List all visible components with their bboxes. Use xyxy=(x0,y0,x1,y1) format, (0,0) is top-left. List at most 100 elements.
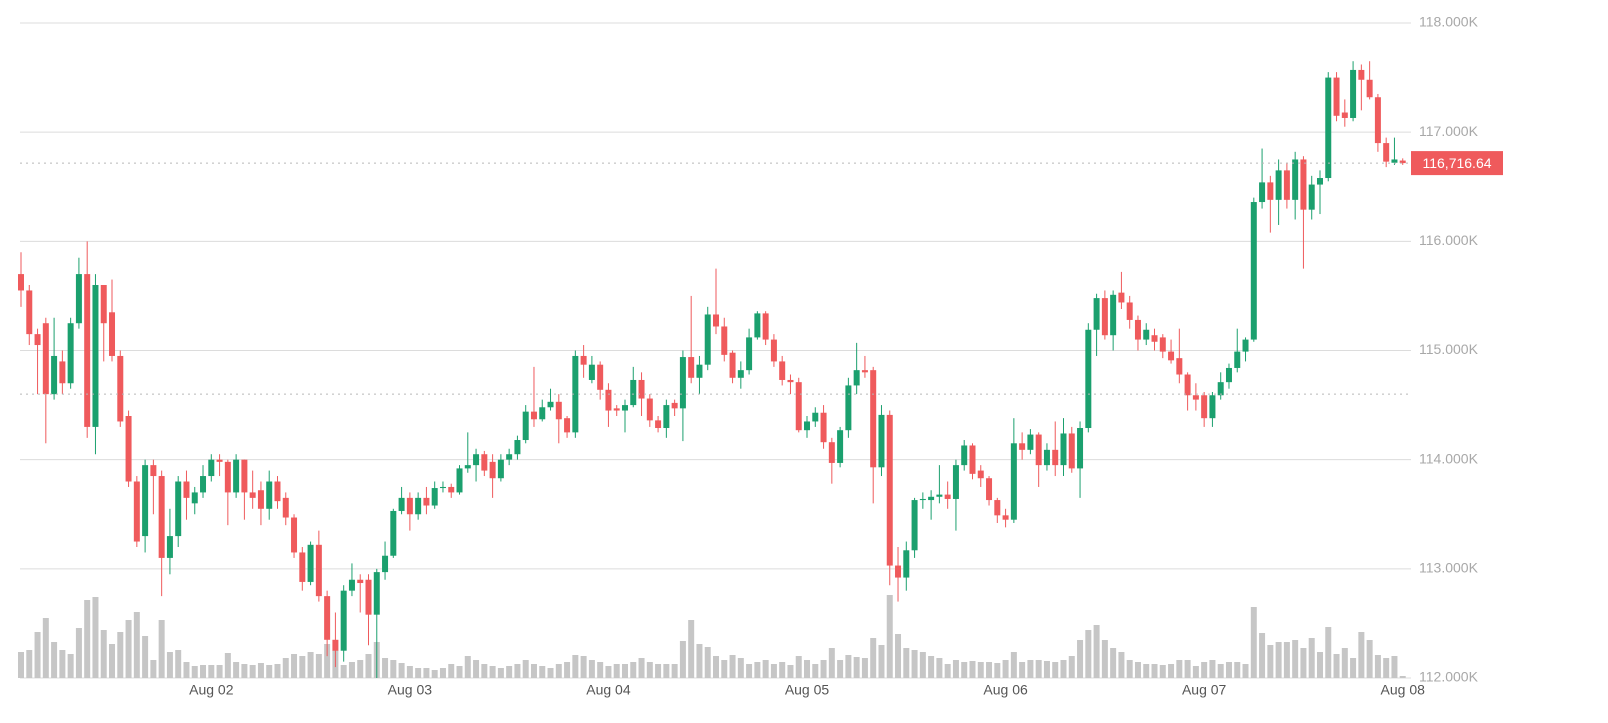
candle-body xyxy=(18,274,24,291)
candle-body xyxy=(1242,339,1249,352)
volume-bar xyxy=(1242,664,1249,678)
candle-body xyxy=(1358,69,1365,80)
volume-bar xyxy=(307,652,314,678)
volume-bar xyxy=(729,655,736,678)
volume-bar xyxy=(1143,664,1150,678)
candle-body xyxy=(514,440,521,455)
volume-bar xyxy=(944,664,951,678)
volume-bar xyxy=(274,664,281,678)
candle-body xyxy=(1151,335,1158,342)
candle-body xyxy=(1366,79,1373,98)
volume-bar xyxy=(216,665,223,678)
volume-bar xyxy=(431,670,438,678)
volume-bar xyxy=(92,597,99,678)
candle-body xyxy=(1300,159,1307,210)
candle-body xyxy=(779,361,786,380)
volume-bar xyxy=(175,650,182,678)
volume-bar xyxy=(588,660,595,678)
candle-body xyxy=(746,337,753,371)
candle-body xyxy=(919,498,926,501)
volume-bar xyxy=(1052,662,1059,678)
x-tick-label: Aug 06 xyxy=(983,682,1028,698)
candle-body xyxy=(1275,170,1282,200)
volume-bar xyxy=(961,662,968,678)
volume-bar xyxy=(1035,660,1042,678)
volume-bar xyxy=(547,668,554,678)
y-tick-label: 117.000K xyxy=(1419,123,1479,139)
last-price-label: 116,716.64 xyxy=(1422,155,1491,171)
candle-body xyxy=(994,500,1001,516)
candle-body xyxy=(100,285,107,324)
volume-bar xyxy=(315,654,322,678)
volume-bar xyxy=(638,658,645,678)
candle-body xyxy=(109,312,116,356)
volume-bar xyxy=(1217,664,1224,678)
volume-bar xyxy=(1151,664,1158,678)
candle-body xyxy=(969,445,976,474)
volume-bar xyxy=(613,664,620,678)
volume-bar xyxy=(746,664,753,678)
volume-bar xyxy=(555,664,562,678)
candle-body xyxy=(638,379,645,399)
candle-body xyxy=(737,370,744,378)
candle-body xyxy=(406,497,413,515)
y-tick-label: 113.000K xyxy=(1419,560,1479,576)
volume-bar xyxy=(1209,660,1216,678)
volume-bar xyxy=(514,664,521,678)
candle-body xyxy=(853,370,860,386)
volume-bar xyxy=(1019,662,1026,678)
candle-body xyxy=(481,454,488,471)
volume-bar xyxy=(1259,633,1266,678)
candle-body xyxy=(1259,182,1266,203)
volume-bar xyxy=(1126,660,1133,678)
volume-bar xyxy=(233,662,240,678)
volume-bar xyxy=(1275,642,1282,678)
candle-body xyxy=(133,481,140,542)
volume-bar xyxy=(1399,676,1406,678)
candle-body xyxy=(530,411,537,420)
candle-body xyxy=(688,357,695,378)
candle-body xyxy=(1134,319,1141,340)
volume-bar xyxy=(704,647,711,678)
volume-bar xyxy=(671,664,678,678)
candle-body xyxy=(208,459,215,477)
candle-body xyxy=(597,364,604,390)
volume-bar xyxy=(804,660,811,678)
candle-body xyxy=(886,414,893,566)
volume-bar xyxy=(59,650,66,678)
candle-body xyxy=(613,408,620,411)
candle-body xyxy=(804,421,811,431)
volume-bar xyxy=(721,660,728,678)
volume-bar xyxy=(1010,652,1017,678)
candle-body xyxy=(547,401,554,408)
volume-bar xyxy=(1118,652,1125,678)
volume-bar xyxy=(158,620,165,678)
candle-body xyxy=(1341,112,1348,118)
volume-bar xyxy=(1333,654,1340,678)
volume-bar xyxy=(522,660,529,678)
candle-body xyxy=(456,468,463,493)
volume-bar xyxy=(572,655,579,678)
candle-body xyxy=(961,445,968,466)
candle-body xyxy=(1093,298,1100,330)
candle-body xyxy=(820,412,827,443)
volume-bar xyxy=(564,662,571,678)
candle-body xyxy=(870,370,877,468)
volume-bar xyxy=(986,662,993,678)
candle-body xyxy=(1292,159,1299,200)
candle-body xyxy=(1126,302,1133,320)
volume-bar xyxy=(208,665,215,678)
candle-body xyxy=(770,339,777,362)
volume-bar xyxy=(903,648,910,678)
volume-bar xyxy=(1159,665,1166,678)
volume-bar xyxy=(1366,640,1373,678)
volume-bar xyxy=(150,660,157,678)
candle-body xyxy=(630,379,637,406)
candle-body xyxy=(1085,329,1092,429)
candle-body xyxy=(787,379,794,383)
volume-bar xyxy=(770,664,777,678)
volume-bar xyxy=(605,666,612,678)
last-price-tag xyxy=(1411,151,1503,176)
candle-body xyxy=(365,579,372,615)
